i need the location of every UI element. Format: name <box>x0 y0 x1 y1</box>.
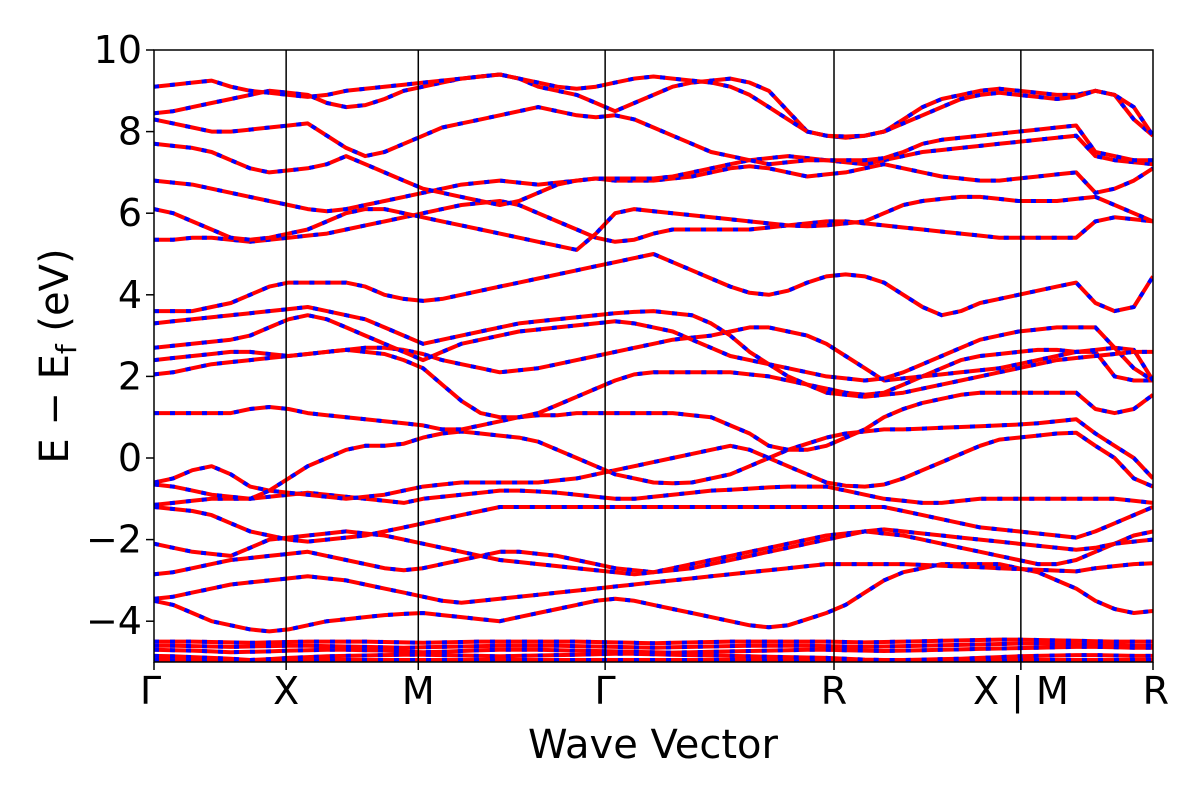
y-tick-label: −2 <box>86 518 142 562</box>
band-25-spin-up <box>154 72 1153 139</box>
kpoint-lines <box>285 50 1022 662</box>
band-23-spin-up <box>154 105 1153 167</box>
y-tick-label: 6 <box>118 191 142 235</box>
plot-frame <box>153 49 1154 663</box>
band-21-spin-down <box>154 162 1153 214</box>
x-axis-title: Wave Vector <box>528 722 779 768</box>
band-21-spin-up <box>154 162 1153 214</box>
y-tick-label: 8 <box>118 110 142 154</box>
band-11-spin-down <box>154 430 1153 501</box>
band-20-spin-down <box>154 194 1153 253</box>
y-tick-label: 0 <box>118 436 142 480</box>
y-tick-label: −4 <box>86 599 142 643</box>
y-axis-ticks: 10 8 6 4 2 0 −2 −4 <box>86 28 154 643</box>
y-axis-title-main: E − E <box>32 354 78 464</box>
bands-layer <box>154 72 1153 662</box>
band-17-spin-down <box>154 304 1153 399</box>
x-tick-label: X <box>273 669 299 713</box>
x-axis-ticks: Γ X M Γ R X | M R <box>140 662 1169 714</box>
x-tick-label: R <box>821 669 847 713</box>
y-axis-title-subscript: f <box>50 343 83 354</box>
band-12-spin-up <box>154 417 1153 501</box>
band-4-spin-down <box>154 637 1153 646</box>
y-axis-title: E − Ef (eV) <box>32 248 83 463</box>
band-14-spin-up <box>154 347 1153 420</box>
band-14-spin-down <box>154 347 1153 420</box>
y-tick-label: 10 <box>94 28 142 72</box>
y-tick-label: 2 <box>118 354 142 398</box>
band-15-spin-up <box>154 325 1153 383</box>
band-20-spin-up <box>154 194 1153 252</box>
x-tick-label: Γ <box>595 669 616 713</box>
band-11-spin-up <box>154 430 1153 501</box>
band-18-spin-down <box>154 251 1153 318</box>
band-9-spin-up <box>154 505 1153 544</box>
y-tick-label: 4 <box>118 273 142 317</box>
band-23-spin-down <box>154 105 1153 167</box>
band-8-spin-up <box>154 527 1153 577</box>
band-2-spin-down <box>154 644 1153 655</box>
x-tick-label: X | M <box>973 669 1069 714</box>
band-16-spin-down <box>154 313 1153 383</box>
band-10-spin-up <box>154 484 1153 507</box>
band-22-spin-up <box>154 133 1153 207</box>
x-tick-label: R <box>1143 669 1169 713</box>
band-5-spin-up <box>154 562 1153 634</box>
band-12-spin-down <box>154 417 1153 501</box>
band-6-spin-up <box>154 561 1153 605</box>
x-tick-label: Γ <box>140 669 161 713</box>
band-24-spin-down <box>154 72 1153 140</box>
y-axis-title-unit: (eV) <box>32 248 78 344</box>
band-13-spin-up <box>154 390 1153 452</box>
band-19-spin-down <box>154 198 1153 244</box>
band-3-spin-down <box>154 641 1153 650</box>
band-13-spin-down <box>154 390 1153 452</box>
x-tick-label: M <box>402 669 435 713</box>
